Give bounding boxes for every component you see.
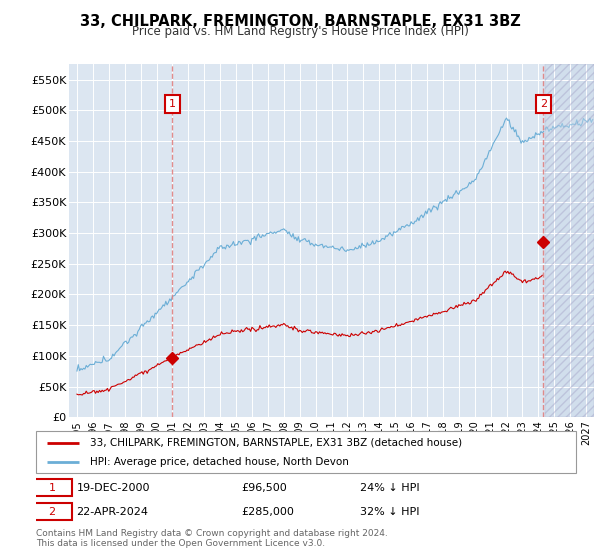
Text: 19-DEC-2000: 19-DEC-2000 xyxy=(77,483,150,493)
Bar xyxy=(545,64,594,417)
Text: 24% ↓ HPI: 24% ↓ HPI xyxy=(360,483,419,493)
Text: 32% ↓ HPI: 32% ↓ HPI xyxy=(360,507,419,517)
Text: 1: 1 xyxy=(49,483,55,493)
FancyBboxPatch shape xyxy=(32,479,72,496)
Text: £96,500: £96,500 xyxy=(241,483,287,493)
Text: HPI: Average price, detached house, North Devon: HPI: Average price, detached house, Nort… xyxy=(90,457,349,467)
FancyBboxPatch shape xyxy=(36,431,576,473)
Bar xyxy=(545,64,594,417)
Text: Price paid vs. HM Land Registry's House Price Index (HPI): Price paid vs. HM Land Registry's House … xyxy=(131,25,469,38)
Text: £285,000: £285,000 xyxy=(241,507,294,517)
FancyBboxPatch shape xyxy=(32,503,72,520)
Text: 2: 2 xyxy=(49,507,55,517)
Text: This data is licensed under the Open Government Licence v3.0.: This data is licensed under the Open Gov… xyxy=(36,539,325,548)
Text: 22-APR-2024: 22-APR-2024 xyxy=(77,507,149,517)
Text: 2: 2 xyxy=(539,99,547,109)
Text: 33, CHILPARK, FREMINGTON, BARNSTAPLE, EX31 3BZ (detached house): 33, CHILPARK, FREMINGTON, BARNSTAPLE, EX… xyxy=(90,437,462,447)
Text: 1: 1 xyxy=(169,99,176,109)
Text: 33, CHILPARK, FREMINGTON, BARNSTAPLE, EX31 3BZ: 33, CHILPARK, FREMINGTON, BARNSTAPLE, EX… xyxy=(80,14,520,29)
Text: Contains HM Land Registry data © Crown copyright and database right 2024.: Contains HM Land Registry data © Crown c… xyxy=(36,529,388,538)
